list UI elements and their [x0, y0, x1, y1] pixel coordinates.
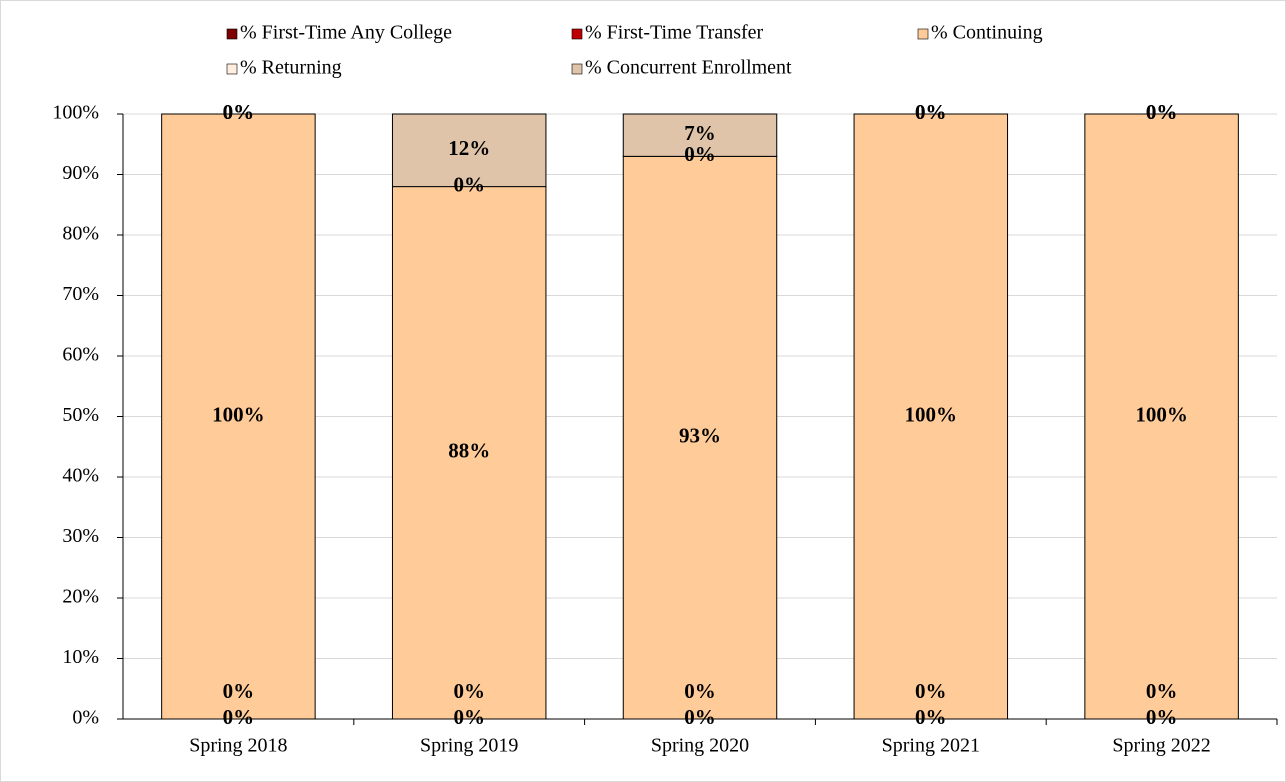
data-label: 0%	[1146, 679, 1178, 703]
y-tick-label: 30%	[62, 525, 99, 547]
data-label: 0%	[1146, 100, 1178, 124]
data-label: 0%	[223, 100, 255, 124]
data-label: 0%	[453, 705, 485, 729]
x-tick-label: Spring 2019	[420, 735, 518, 757]
data-label: 0%	[684, 705, 716, 729]
legend-label: % First-Time Any College	[240, 22, 452, 44]
data-label: 12%	[448, 136, 490, 160]
data-label: 100%	[1135, 402, 1188, 426]
data-label: 0%	[1146, 100, 1178, 124]
x-tick-label: Spring 2018	[189, 735, 287, 757]
legend-swatch	[226, 63, 238, 75]
bar-segment	[622, 113, 778, 157]
data-label: 0%	[223, 679, 255, 703]
y-tick-label: 50%	[62, 404, 99, 426]
y-tick-label: 90%	[62, 162, 99, 184]
legend-label: % Concurrent Enrollment	[585, 57, 792, 79]
bar-segment	[1084, 113, 1239, 720]
legend-swatch	[571, 28, 583, 40]
data-label: 0%	[223, 705, 255, 729]
y-tick-label: 80%	[62, 223, 99, 245]
data-label: 100%	[905, 402, 958, 426]
y-tick-label: 0%	[72, 707, 99, 729]
y-tick-label: 60%	[62, 344, 99, 366]
legend-swatch	[571, 63, 583, 75]
bar-segment	[853, 113, 1009, 720]
y-tick-label: 10%	[62, 646, 99, 668]
data-label: 88%	[448, 439, 490, 463]
bar-segment	[622, 155, 778, 720]
data-label: 0%	[453, 679, 485, 703]
legend-label: % Continuing	[931, 22, 1043, 44]
legend-swatch	[917, 28, 929, 40]
legend-label: % First-Time Transfer	[585, 22, 764, 44]
data-label: 7%	[684, 121, 716, 145]
x-tick-label: Spring 2022	[1112, 735, 1210, 757]
data-label: 0%	[684, 679, 716, 703]
legend-swatch	[226, 28, 238, 40]
bar-segment	[391, 186, 547, 720]
data-label: 0%	[453, 172, 485, 196]
bar-segment	[161, 113, 316, 720]
data-label: 0%	[684, 142, 716, 166]
bar-segment	[391, 113, 547, 188]
y-tick-label: 20%	[62, 586, 99, 608]
data-label: 0%	[915, 679, 947, 703]
y-tick-label: 70%	[62, 283, 99, 305]
data-label: 0%	[223, 100, 255, 124]
data-label: 0%	[915, 100, 947, 124]
x-tick-label: Spring 2021	[882, 735, 980, 757]
data-label: 93%	[679, 423, 721, 447]
data-label: 0%	[915, 100, 947, 124]
legend-label: % Returning	[240, 57, 342, 79]
data-label: 100%	[212, 402, 265, 426]
y-tick-label: 100%	[52, 102, 99, 124]
data-label: 0%	[915, 705, 947, 729]
y-tick-label: 40%	[62, 465, 99, 487]
data-label: 0%	[1146, 705, 1178, 729]
x-tick-label: Spring 2020	[651, 735, 749, 757]
